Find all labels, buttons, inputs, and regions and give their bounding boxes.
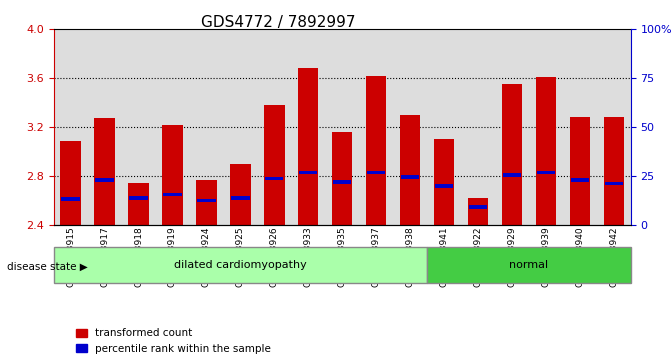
Bar: [468, 198, 488, 225]
Bar: [189, 29, 223, 225]
Bar: [393, 29, 427, 225]
Bar: [604, 117, 624, 225]
Bar: [196, 180, 217, 225]
Bar: [128, 183, 149, 225]
Bar: [156, 29, 189, 225]
Bar: [298, 68, 319, 225]
Bar: [469, 205, 487, 208]
Bar: [95, 178, 114, 182]
Bar: [130, 196, 148, 200]
Text: GDS4772 / 7892997: GDS4772 / 7892997: [201, 15, 356, 29]
Bar: [258, 29, 291, 225]
Bar: [332, 132, 352, 225]
Bar: [230, 164, 250, 225]
Bar: [54, 29, 88, 225]
Bar: [563, 29, 597, 225]
Bar: [400, 115, 420, 225]
Bar: [434, 139, 454, 225]
Bar: [503, 173, 521, 177]
Bar: [231, 196, 250, 200]
Text: disease state ▶: disease state ▶: [7, 262, 87, 272]
Bar: [570, 178, 589, 182]
Bar: [162, 125, 183, 225]
Bar: [265, 177, 283, 180]
Bar: [537, 171, 555, 174]
Bar: [291, 29, 325, 225]
Bar: [461, 29, 495, 225]
Bar: [264, 105, 285, 225]
Bar: [299, 171, 317, 174]
Bar: [60, 140, 81, 225]
Bar: [597, 29, 631, 225]
Bar: [121, 29, 156, 225]
Bar: [535, 77, 556, 225]
Bar: [367, 171, 385, 174]
Bar: [325, 29, 359, 225]
Bar: [223, 29, 258, 225]
Bar: [62, 197, 80, 201]
Bar: [95, 118, 115, 225]
Bar: [359, 29, 393, 225]
Bar: [502, 84, 522, 225]
Bar: [605, 182, 623, 185]
Bar: [163, 193, 182, 196]
Legend: transformed count, percentile rank within the sample: transformed count, percentile rank withi…: [72, 324, 275, 358]
Bar: [495, 29, 529, 225]
Bar: [333, 180, 352, 184]
Text: dilated cardiomyopathy: dilated cardiomyopathy: [174, 260, 307, 270]
Bar: [435, 184, 453, 188]
Text: normal: normal: [509, 260, 548, 270]
Bar: [529, 29, 563, 225]
FancyBboxPatch shape: [54, 247, 427, 283]
FancyBboxPatch shape: [427, 247, 631, 283]
Bar: [197, 199, 215, 203]
Bar: [366, 76, 386, 225]
Bar: [427, 29, 461, 225]
Bar: [570, 117, 590, 225]
Bar: [88, 29, 121, 225]
Bar: [401, 175, 419, 179]
